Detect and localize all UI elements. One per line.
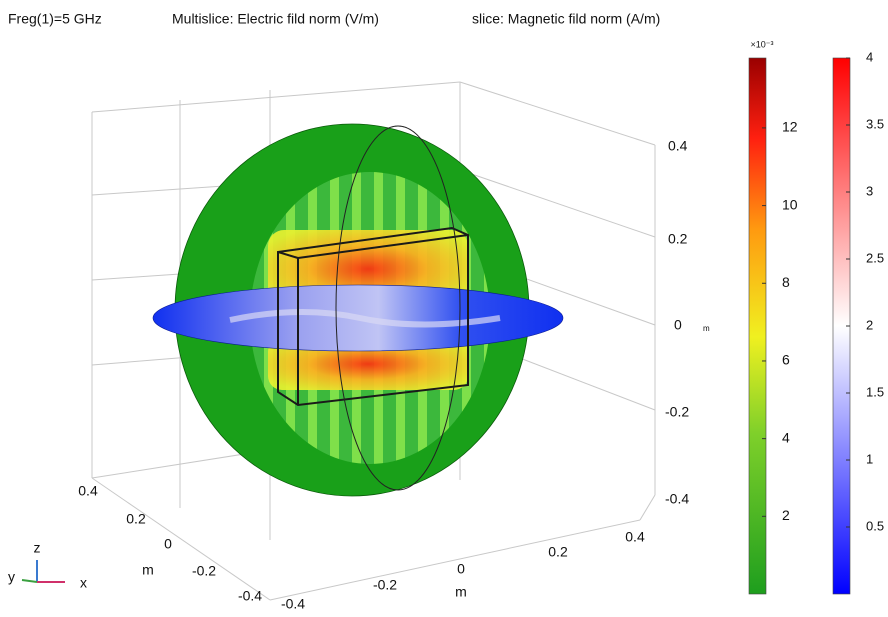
colorbar-tick-label: 3.5 <box>866 116 884 131</box>
colorbar-tick-label: 1.5 <box>866 384 884 399</box>
x-tick-label: 0 <box>457 561 465 577</box>
y-tick-label: -0.4 <box>238 588 262 604</box>
z-tick-label: -0.2 <box>665 404 689 420</box>
colorbar <box>749 58 766 594</box>
colorbar-tick-label: 4 <box>866 49 873 64</box>
colorbar-tick-label: 8 <box>782 274 790 290</box>
z-tick-label: 0.2 <box>668 231 688 247</box>
y-tick-label: -0.2 <box>192 563 216 579</box>
triad-label: y <box>8 569 15 585</box>
colorbar-tick-label: 6 <box>782 352 790 368</box>
colorbar-tick-label: 2 <box>782 507 790 523</box>
z-tick-label: 0 <box>674 317 682 333</box>
colorbar-exponent: ×10⁻³ <box>750 39 773 49</box>
y-tick-label: 0.4 <box>78 483 98 499</box>
y-tick-label: 0 <box>164 536 172 552</box>
triad: z y x <box>8 540 87 591</box>
z-unit: m <box>703 324 710 333</box>
field-geometry <box>153 124 563 496</box>
colorbar-tick-label: 4 <box>782 429 790 445</box>
triad-label: z <box>34 540 41 556</box>
plot-window: Freg(1)=5 GHz Multislice: Electric fild … <box>0 0 888 612</box>
colorbar-tick-label: 3 <box>866 183 873 198</box>
header-text: slice: Magnetic fild norm (A/m) <box>472 11 660 27</box>
x-axis-label: m <box>455 584 467 600</box>
colorbar-tick-label: 2 <box>866 317 873 332</box>
x-tick-label: 0.2 <box>548 544 568 560</box>
header-text: Freg(1)=5 GHz <box>8 11 102 27</box>
colorbar-ticks: 12 10 8 6 4 2 4 3.5 3 2.5 2 1.5 1 0.5 <box>762 49 884 533</box>
z-tick-label: -0.4 <box>665 491 689 507</box>
header-text: Multislice: Electric fild norm (V/m) <box>172 11 379 27</box>
y-tick-label: 0.2 <box>126 511 146 527</box>
colorbar-tick-label: 0.5 <box>866 518 884 533</box>
colorbar-tick-label: 1 <box>866 451 873 466</box>
z-tick-label: 0.4 <box>668 138 688 154</box>
x-tick-label: -0.4 <box>281 596 305 612</box>
x-tick-label: 0.4 <box>625 529 645 545</box>
x-tick-label: -0.2 <box>373 577 397 593</box>
colorbar-tick-label: 12 <box>782 119 798 135</box>
triad-label: x <box>80 575 87 591</box>
colorbar-tick-label: 10 <box>782 196 798 212</box>
colorbar-tick-label: 2.5 <box>866 250 884 265</box>
y-axis-label: m <box>142 562 154 578</box>
